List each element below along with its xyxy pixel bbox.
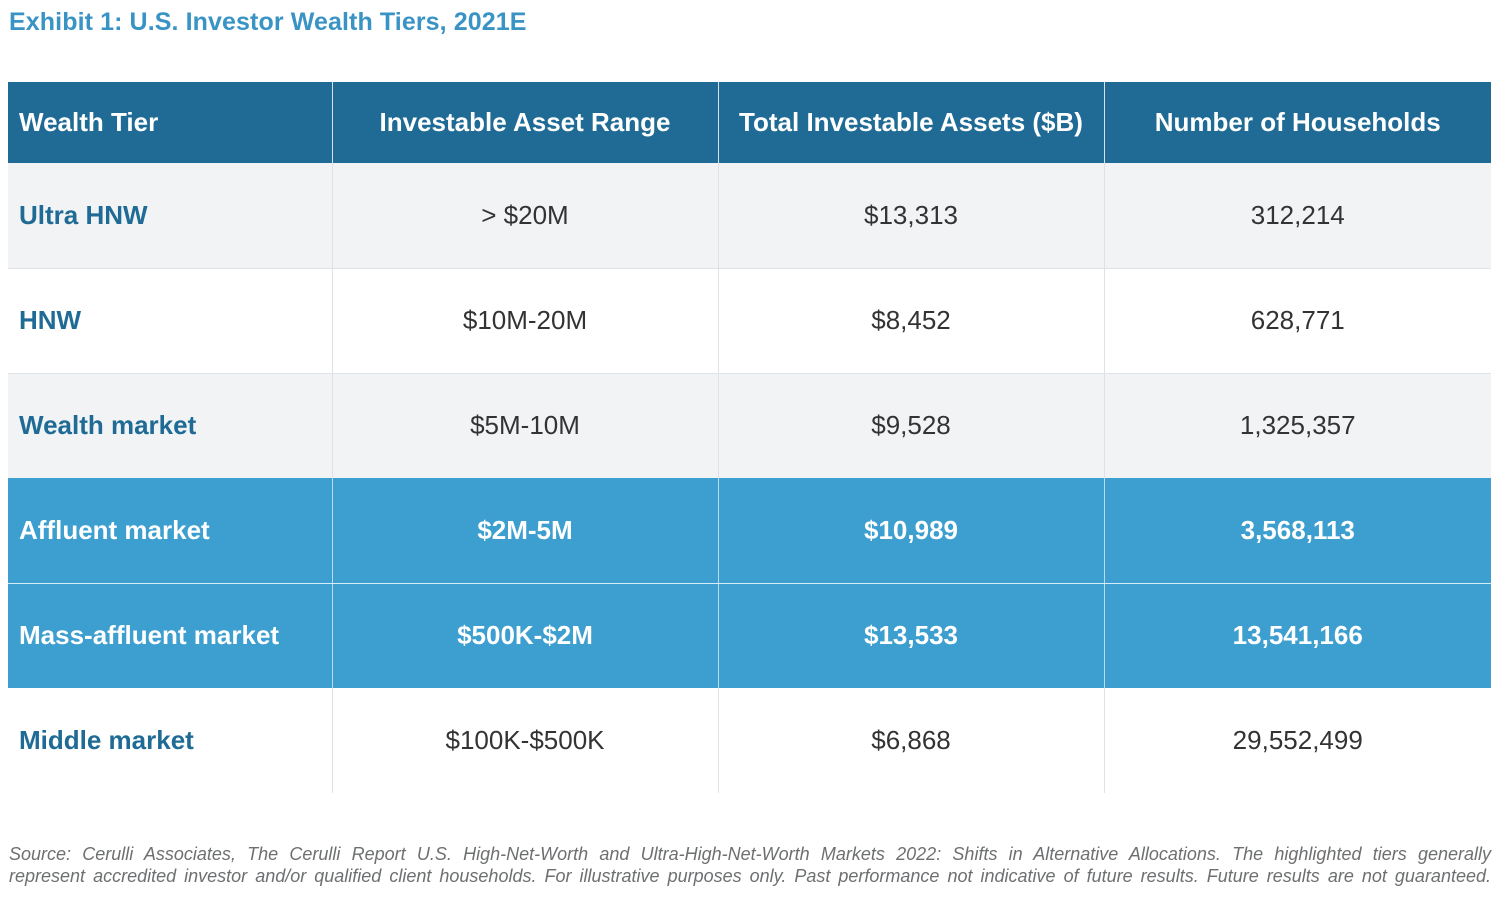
exhibit-title: Exhibit 1: U.S. Investor Wealth Tiers, 2… — [9, 8, 527, 36]
cell-asset-range: $2M-5M — [331, 478, 718, 584]
cell-wealth-tier: Middle market — [8, 688, 332, 793]
header-number-of-households: Number of Households — [1103, 82, 1491, 163]
source-footnote: Source: Cerulli Associates, The Cerulli … — [9, 843, 1491, 887]
table-row: Middle market $100K-$500K $6,868 29,552,… — [8, 688, 1491, 793]
wealth-tier-table: Wealth Tier Investable Asset Range Total… — [8, 82, 1491, 793]
source-footnote-line-2: represent accredited investor and/or qua… — [9, 866, 1491, 886]
cell-households: 13,541,166 — [1103, 583, 1491, 688]
source-footnote-line-1: Source: Cerulli Associates, The Cerulli … — [9, 844, 1491, 864]
cell-wealth-tier: Wealth market — [8, 373, 332, 478]
cell-wealth-tier: Affluent market — [8, 478, 332, 584]
cell-wealth-tier: Mass-affluent market — [8, 583, 332, 688]
cell-households: 312,214 — [1103, 163, 1491, 269]
cell-asset-range: > $20M — [331, 163, 718, 269]
table-header-row: Wealth Tier Investable Asset Range Total… — [8, 82, 1491, 163]
cell-total-assets: $10,989 — [717, 478, 1104, 584]
header-wealth-tier: Wealth Tier — [8, 82, 332, 163]
header-total-investable-assets: Total Investable Assets ($B) — [717, 82, 1104, 163]
cell-total-assets: $9,528 — [717, 373, 1104, 478]
header-investable-asset-range: Investable Asset Range — [331, 82, 718, 163]
cell-total-assets: $13,533 — [717, 583, 1104, 688]
table-row-highlighted: Affluent market $2M-5M $10,989 3,568,113 — [8, 478, 1491, 584]
cell-households: 3,568,113 — [1103, 478, 1491, 584]
cell-wealth-tier: Ultra HNW — [8, 163, 332, 269]
cell-wealth-tier: HNW — [8, 268, 332, 374]
table-row: HNW $10M-20M $8,452 628,771 — [8, 268, 1491, 374]
cell-asset-range: $100K-$500K — [331, 688, 718, 793]
cell-households: 1,325,357 — [1103, 373, 1491, 478]
cell-total-assets: $6,868 — [717, 688, 1104, 793]
cell-asset-range: $500K-$2M — [331, 583, 718, 688]
cell-households: 29,552,499 — [1103, 688, 1491, 793]
cell-total-assets: $8,452 — [717, 268, 1104, 374]
cell-households: 628,771 — [1103, 268, 1491, 374]
cell-total-assets: $13,313 — [717, 163, 1104, 269]
cell-asset-range: $10M-20M — [331, 268, 718, 374]
table-row-highlighted: Mass-affluent market $500K-$2M $13,533 1… — [8, 583, 1491, 688]
table-row: Wealth market $5M-10M $9,528 1,325,357 — [8, 373, 1491, 478]
table-row: Ultra HNW > $20M $13,313 312,214 — [8, 163, 1491, 269]
cell-asset-range: $5M-10M — [331, 373, 718, 478]
